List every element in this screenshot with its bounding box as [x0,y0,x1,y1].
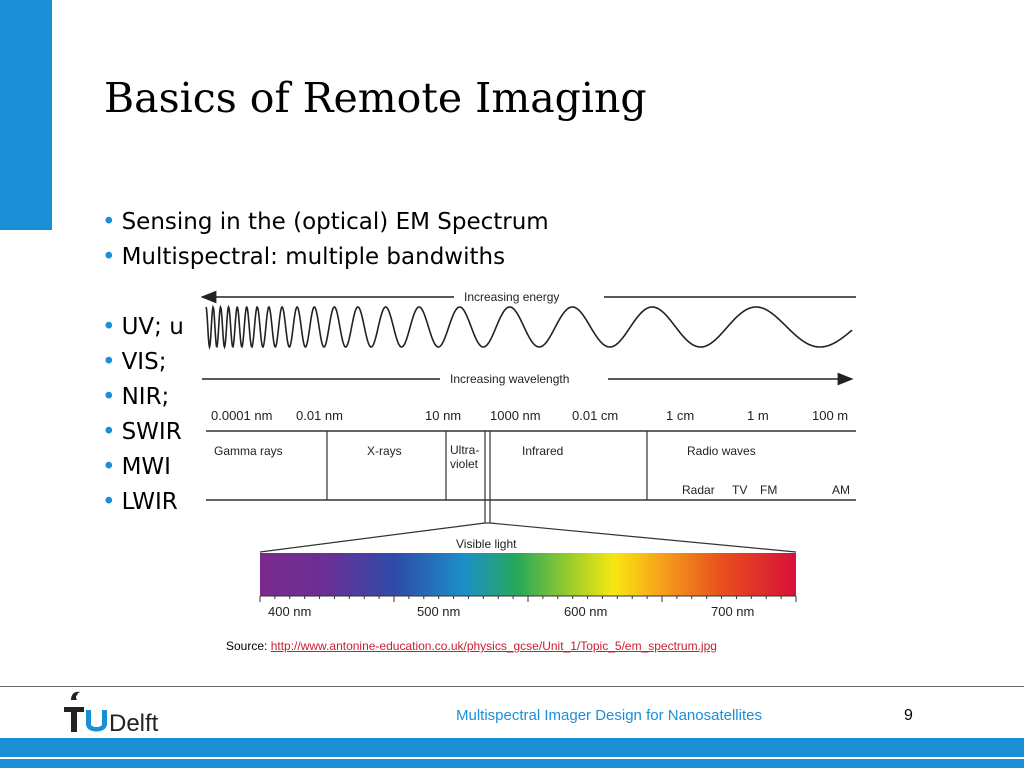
visible-minor-ticks [259,596,797,602]
bullet-dot: • [102,384,116,410]
bullet-text: UV; u [121,314,184,340]
svg-text:Delft: Delft [109,710,159,736]
visible-tick: 600 nm [564,604,607,619]
bullet-text: NIR; [121,384,170,410]
scale-tick: 100 m [812,408,848,423]
visible-spectrum-bar [260,553,796,596]
band-radio: Radio waves [687,444,756,458]
band-gamma: Gamma rays [214,444,283,458]
source-citation: Source: http://www.antonine-education.co… [226,639,717,653]
visible-light-label: Visible light [456,537,517,551]
bullet-dot: • [102,244,116,270]
bullet-dot: • [102,209,116,235]
bottom-stripe [0,757,1024,759]
wavelength-label: Increasing wavelength [450,372,569,386]
bullet-text: MWI [121,454,171,480]
footer-title: Multispectral Imager Design for Nanosate… [456,707,762,724]
scale-tick: 10 nm [425,408,461,423]
bullet-dot: • [102,454,116,480]
visible-tick: 400 nm [268,604,311,619]
bullet-dot: • [102,314,116,340]
band-xrays: X-rays [367,444,402,458]
scale-tick: 1 m [747,408,769,423]
bullet-text: Sensing in the (optical) EM Spectrum [121,209,549,235]
radio-am: AM [832,483,850,497]
bullet-dot: • [102,419,116,445]
bullet-text: Multispectral: multiple bandwiths [121,244,506,270]
bullet-list: • Sensing in the (optical) EM Spectrum • M… [102,205,549,520]
bullet-dot: • [102,349,116,375]
footer-divider [0,686,1024,687]
scale-tick: 0.01 cm [572,408,618,423]
source-link[interactable]: http://www.antonine-education.co.uk/phys… [270,639,717,653]
zoom-line-right [489,522,797,553]
visible-tick: 500 nm [417,604,460,619]
bullet-item: • Multispectral: multiple bandwiths [102,240,549,275]
bullet-item: • NIR; [102,380,549,415]
tudelft-logo: Delft [64,691,159,736]
radio-tv: TV [732,483,747,497]
band-infrared: Infrared [522,444,563,458]
source-prefix: Source: [226,639,271,653]
scale-tick: 0.0001 nm [211,408,272,423]
page-number: 9 [904,707,913,724]
bullet-dot: • [102,489,116,515]
bullet-item: • LWIR [102,485,549,520]
bottom-bar [0,738,1024,768]
bullet-item: • MWI [102,450,549,485]
bullet-item: • VIS; [102,345,549,380]
visible-tick: 700 nm [711,604,754,619]
radio-fm: FM [760,483,777,497]
slide-title: Basics of Remote Imaging [104,74,647,122]
band-ultraviolet-2: violet [450,457,479,471]
accent-bar [0,0,52,230]
zoom-line-left [259,522,486,553]
em-spectrum-diagram: Increasing energy Increasing wavelength … [200,290,856,619]
bullet-item: • SWIR [102,415,549,450]
energy-label: Increasing energy [464,290,559,304]
bullet-text: LWIR [121,489,178,515]
band-ultraviolet-1: Ultra- [450,443,479,457]
scale-tick: 1000 nm [490,408,541,423]
bullet-item: • UV; u [102,310,549,345]
wave-graphic [205,304,853,351]
scale-tick: 1 cm [666,408,694,423]
scale-tick: 0.01 nm [296,408,343,423]
radio-radar: Radar [682,483,715,497]
bullet-text: SWIR [121,419,182,445]
bullet-text: VIS; [121,349,167,375]
bullet-item: • Sensing in the (optical) EM Spectrum [102,205,549,240]
